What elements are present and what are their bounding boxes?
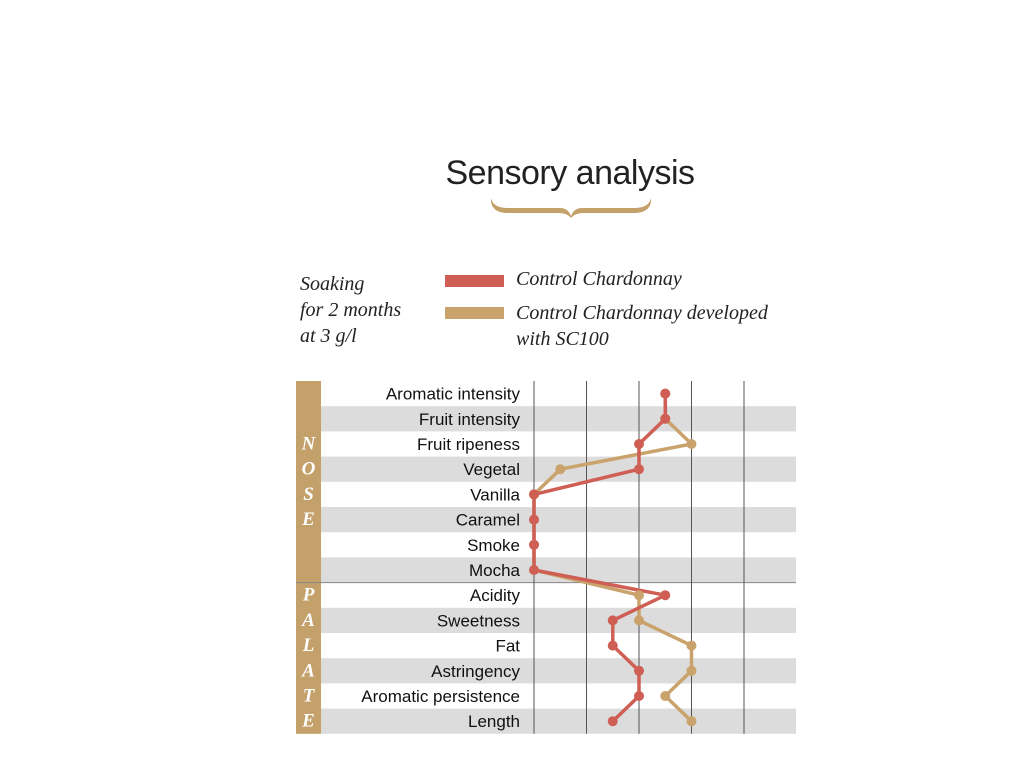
- category-label: Vegetal: [463, 460, 520, 479]
- data-point: [660, 413, 671, 424]
- data-point: [607, 716, 618, 727]
- data-point: [660, 388, 671, 399]
- group-letter: S: [303, 484, 314, 505]
- brace-ornament: [491, 198, 651, 218]
- data-point: [607, 615, 618, 626]
- category-label: Vanilla: [470, 485, 520, 504]
- group-letter: E: [301, 711, 315, 732]
- group-letter: A: [301, 610, 315, 631]
- data-point: [634, 590, 644, 601]
- row-stripe: [321, 607, 796, 633]
- data-point: [686, 439, 697, 449]
- data-point: [634, 665, 644, 676]
- data-point: [660, 691, 671, 701]
- data-point: [529, 489, 539, 500]
- row-stripe: [321, 708, 796, 734]
- legend-swatch-control: [445, 275, 504, 287]
- legend-swatch-sc100: [445, 307, 504, 319]
- data-point: [529, 565, 539, 575]
- category-label: Fruit intensity: [419, 410, 521, 429]
- category-label: Fat: [495, 637, 520, 656]
- legend-label-sc100: Control Chardonnay developed with SC100: [516, 300, 768, 352]
- category-label: Acidity: [470, 586, 521, 605]
- row-stripe: [321, 406, 796, 432]
- legend-text: Control Chardonnay developed: [516, 302, 768, 324]
- category-label: Sweetness: [437, 611, 520, 630]
- category-label: Aromatic intensity: [386, 385, 521, 404]
- group-letter: P: [302, 585, 315, 606]
- row-stripe: [321, 507, 796, 533]
- group-letter: T: [303, 686, 316, 707]
- category-label: Mocha: [469, 561, 521, 580]
- chart-title: Sensory analysis: [445, 154, 695, 192]
- data-point: [529, 514, 539, 525]
- data-point: [686, 665, 697, 676]
- category-label: Length: [468, 712, 520, 731]
- group-letter: A: [301, 660, 315, 681]
- group-letter: O: [302, 459, 316, 480]
- data-point: [634, 439, 644, 449]
- row-stripe: [321, 658, 796, 684]
- legend-label-control: Control Chardonnay: [516, 266, 682, 292]
- data-point: [686, 716, 697, 727]
- category-label: Smoke: [467, 536, 520, 555]
- data-point: [686, 640, 697, 651]
- row-stripe: [321, 557, 796, 583]
- group-letter: L: [302, 635, 315, 656]
- condition-note: Soaking for 2 months at 3 g/l: [300, 271, 401, 349]
- group-band: [296, 381, 321, 734]
- condition-line: for 2 months: [300, 299, 402, 321]
- data-point: [555, 464, 566, 475]
- legend-text: with SC100: [516, 328, 609, 350]
- category-label: Aromatic persistence: [361, 687, 520, 706]
- data-point: [634, 464, 644, 475]
- data-point: [607, 640, 618, 651]
- data-point: [529, 539, 539, 550]
- data-point: [660, 590, 671, 601]
- data-point: [634, 691, 644, 701]
- condition-line: at 3 g/l: [300, 325, 357, 347]
- data-point: [634, 615, 644, 626]
- category-label: Caramel: [456, 511, 520, 530]
- group-letter: E: [301, 509, 315, 530]
- group-letter: N: [301, 434, 317, 455]
- category-label: Astringency: [431, 662, 520, 681]
- legend-text: Control Chardonnay: [516, 268, 682, 290]
- category-label: Fruit ripeness: [417, 435, 520, 454]
- condition-line: Soaking: [300, 273, 365, 295]
